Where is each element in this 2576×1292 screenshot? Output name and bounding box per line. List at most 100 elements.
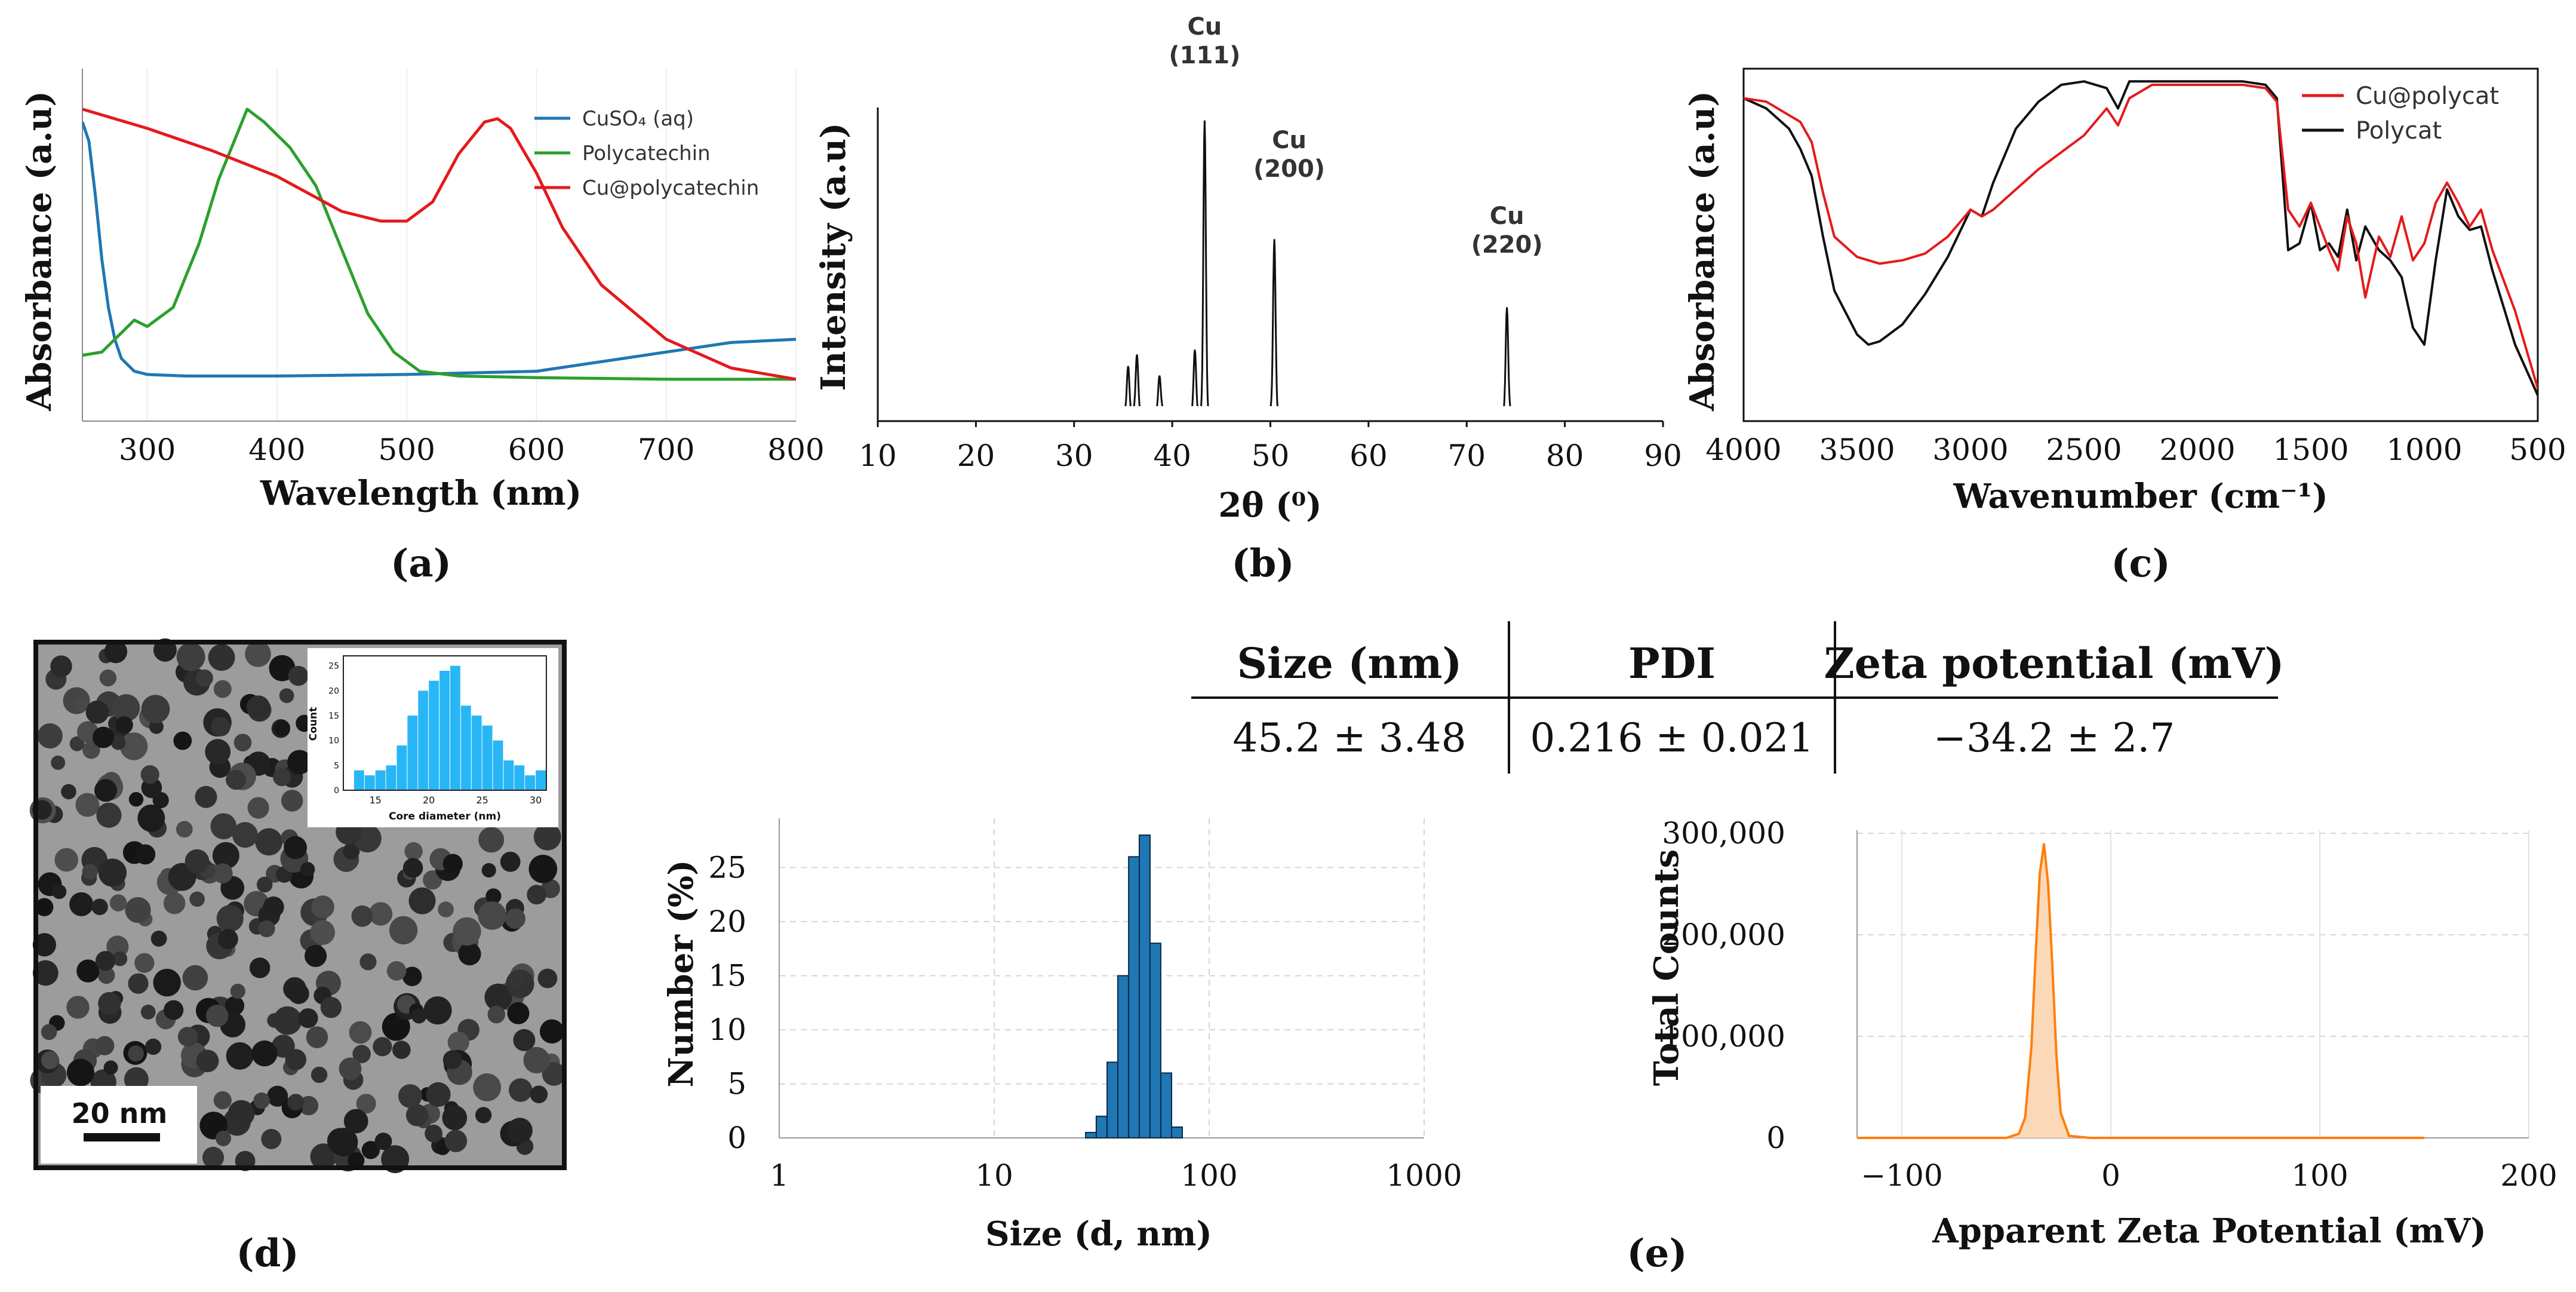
table-cell-pdi: 0.216 ± 0.021 <box>1530 715 1813 761</box>
panel-c-tick-label: 3500 <box>1819 432 1895 467</box>
panel-a-grid <box>146 69 797 421</box>
nanoparticle <box>351 905 373 927</box>
nanoparticle <box>163 892 186 914</box>
nanoparticle <box>93 726 114 748</box>
nanoparticle <box>125 897 151 923</box>
size-histogram-bar <box>493 740 503 790</box>
nanoparticle <box>453 917 481 946</box>
nanoparticle <box>458 943 481 966</box>
zeta-ticks: −100 0 100 200 0 100,000 200,000 300,000 <box>1662 816 2557 1193</box>
panel-c-tick-label: 2000 <box>2159 432 2235 467</box>
nanoparticle <box>386 961 407 981</box>
ftir-series-line <box>1744 84 2538 389</box>
nanoparticle <box>232 822 258 848</box>
size-histogram-bar <box>460 705 471 790</box>
nanoparticle <box>213 1091 232 1110</box>
ftir-series-line <box>1744 80 2538 396</box>
zeta-area-fill <box>1857 843 2424 1138</box>
panel-e-zeta: −100 0 100 200 0 100,000 200,000 300,000 Appare… <box>1627 816 2557 1276</box>
panel-b-tick-label: 60 <box>1350 438 1388 473</box>
panel-b-peak-hkl: (200) <box>1253 155 1325 183</box>
nanoparticle <box>246 695 270 719</box>
nanoparticle <box>513 1029 536 1051</box>
nanoparticle <box>478 827 505 853</box>
nanoparticle <box>185 849 210 874</box>
size-dist-ytick: 20 <box>708 904 746 939</box>
size-dist-bar <box>1138 834 1151 1138</box>
zeta-xtick: 200 <box>2500 1158 2557 1193</box>
panel-c-frame <box>1742 67 2539 422</box>
nanoparticle <box>256 876 273 893</box>
zeta-distribution <box>1857 843 2424 1139</box>
size-dist-bar <box>1106 1061 1119 1139</box>
panel-a-series-line-0 <box>82 121 796 378</box>
nanoparticle <box>507 1118 533 1143</box>
size-histogram-bar <box>525 775 536 790</box>
size-dist-bar <box>1171 1126 1184 1139</box>
nanoparticle <box>206 1004 229 1027</box>
size-histogram-xlabel: Core diameter (nm) <box>389 811 501 823</box>
panel-b-peak-element: Cu <box>1187 13 1222 41</box>
panel-a-series-line-2 <box>82 108 796 381</box>
nanoparticle <box>288 983 309 1004</box>
nanoparticle <box>281 790 303 812</box>
panel-e-label: (e) <box>1627 1231 1687 1276</box>
nanoparticle <box>50 655 72 677</box>
panel-d-label: (d) <box>236 1231 299 1276</box>
size-dist-xtick: 100 <box>1181 1158 1237 1193</box>
nanoparticle <box>119 732 148 760</box>
size-dist-bars <box>1085 834 1184 1139</box>
nanoparticle <box>287 1094 305 1111</box>
size-histogram-xtick: 20 <box>423 794 435 806</box>
zeta-ytick: 300,000 <box>1662 816 1785 851</box>
nanoparticle <box>182 965 208 991</box>
size-dist-ytick: 5 <box>727 1066 746 1101</box>
table-header-size: Size (nm) <box>1237 639 1462 688</box>
nanoparticle <box>196 669 213 687</box>
nanoparticle <box>216 905 244 932</box>
nanoparticle <box>442 854 463 874</box>
nanoparticle <box>484 983 512 1011</box>
size-histogram-bar <box>439 671 450 790</box>
nanoparticle <box>343 1109 368 1134</box>
nanoparticle <box>481 863 496 878</box>
nanoparticle <box>359 953 377 971</box>
panel-b-label: (b) <box>1231 541 1294 586</box>
panel-c-tick-label: 1000 <box>2386 432 2462 467</box>
table-header-zeta: Zeta potential (mV) <box>1824 639 2285 688</box>
nanoparticle <box>210 813 237 840</box>
table-cell-zeta: −34.2 ± 2.7 <box>1933 715 2175 761</box>
nanoparticle <box>97 966 115 984</box>
nanoparticle <box>311 895 334 919</box>
nanoparticle <box>311 1066 328 1084</box>
size-histogram-xtick: 30 <box>530 794 542 806</box>
panel-a-tick-label: 500 <box>378 432 435 467</box>
nanoparticle <box>245 641 271 667</box>
panel-c-legend: Cu@polycat Polycat <box>2302 82 2499 145</box>
nanoparticle <box>213 863 233 883</box>
zeta-ylabel: Total Counts <box>1647 849 1686 1086</box>
panel-b-tick-label: 20 <box>957 438 995 473</box>
size-histogram-ytick: 25 <box>328 662 339 671</box>
panel-c-tick-label: 4000 <box>1705 432 1781 467</box>
nanoparticle <box>217 929 238 950</box>
nanoparticle <box>141 695 170 723</box>
nanoparticle <box>478 901 506 930</box>
nanoparticle <box>398 1084 422 1108</box>
nanoparticle <box>273 768 291 787</box>
size-dist-xlabel: Size (d, nm) <box>985 1214 1212 1254</box>
nanoparticle <box>247 797 269 819</box>
nanoparticle <box>69 736 85 751</box>
nanoparticle <box>41 1051 60 1070</box>
nanoparticle <box>444 1130 468 1152</box>
nanoparticle <box>320 996 342 1018</box>
nanoparticle <box>442 1105 468 1131</box>
nanoparticle <box>96 802 122 828</box>
nanoparticle <box>41 1024 57 1041</box>
nanoparticle <box>196 1049 219 1073</box>
nanoparticle <box>389 916 418 945</box>
nanoparticle <box>374 1133 392 1150</box>
nanoparticle <box>255 828 283 856</box>
nanoparticle <box>32 933 56 957</box>
nanoparticle <box>202 1146 225 1169</box>
